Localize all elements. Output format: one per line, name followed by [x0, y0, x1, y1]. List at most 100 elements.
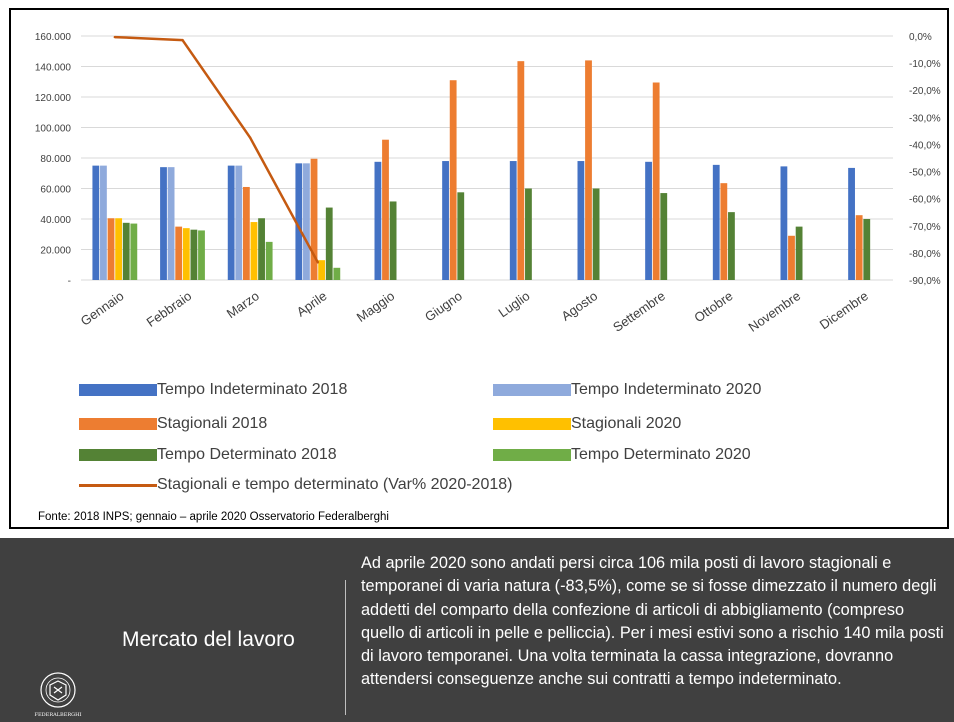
legend-swatch	[493, 449, 571, 461]
bar	[115, 218, 123, 280]
bar	[855, 215, 863, 280]
y-right-tick-label: 0,0%	[909, 32, 932, 43]
bar	[728, 212, 735, 280]
bar	[227, 165, 235, 280]
bar	[389, 201, 397, 280]
legend-swatch	[79, 384, 157, 396]
legend-item: Tempo Indeterminato 2018	[79, 381, 347, 399]
legend-item: Stagionali 2020	[493, 415, 681, 433]
bar	[645, 161, 652, 280]
x-tick-label: Agosto	[558, 288, 600, 324]
bar	[660, 193, 668, 280]
y-right-tick-label: -10,0%	[909, 59, 941, 70]
bar	[592, 188, 600, 280]
bar	[175, 226, 183, 280]
divider	[345, 580, 346, 715]
legend-label: Tempo Indeterminato 2018	[157, 381, 348, 398]
combo-chart: 160.000 140.000 120.000 100.000 80.000 60.000…	[35, 32, 941, 335]
bar	[242, 186, 250, 280]
legend-swatch	[493, 418, 571, 430]
legend-line-swatch	[79, 483, 157, 487]
y-right-tick-label: -80,0%	[909, 249, 941, 260]
bar	[318, 260, 326, 280]
federalberghi-logo: FEDERALBERGHI	[35, 672, 82, 718]
x-tick-label: Dicembre	[817, 288, 871, 332]
legend-item: Tempo Determinato 2018	[79, 446, 337, 464]
y-left-tick-label: -	[68, 276, 71, 287]
bar	[100, 165, 107, 280]
y-left-tick-label: 100.000	[35, 124, 72, 135]
bar	[577, 161, 585, 280]
x-tick-label: Gennaio	[78, 288, 127, 328]
bar	[848, 167, 855, 280]
bar	[442, 161, 449, 280]
bar	[167, 167, 175, 280]
legend-item: Stagionali e tempo determinato (Var% 202…	[79, 476, 512, 494]
bar	[585, 60, 592, 281]
legend-item: Tempo Determinato 2020	[493, 446, 751, 464]
line-point	[113, 35, 117, 39]
bar	[235, 165, 243, 280]
source-note: Fonte: 2018 INPS; gennaio – aprile 2020 …	[38, 511, 389, 523]
legend-swatch	[79, 418, 157, 430]
y-left-tick-label: 140.000	[35, 63, 72, 74]
y-right-tick-label: -50,0%	[909, 168, 941, 179]
bar	[788, 235, 795, 280]
bar	[382, 139, 389, 280]
x-tick-label: Febbraio	[144, 288, 195, 330]
bar	[198, 230, 205, 280]
x-tick-label: Ottobre	[691, 288, 735, 325]
line-point	[248, 136, 252, 139]
y-left-tick-label: 160.000	[35, 32, 72, 43]
x-tick-label: Novembre	[745, 288, 803, 335]
bar	[517, 61, 525, 280]
bar	[160, 167, 167, 280]
bar	[325, 207, 333, 280]
bar	[712, 164, 720, 280]
section-title: Mercato del lavoro	[122, 628, 295, 651]
legend-label: Tempo Determinato 2020	[571, 446, 751, 463]
bar	[182, 228, 190, 280]
legend-swatch	[79, 449, 157, 461]
bar	[720, 183, 728, 280]
y-right-tick-label: -40,0%	[909, 140, 941, 151]
y-left-tick-label: 40.000	[40, 215, 71, 226]
bar	[190, 229, 198, 280]
legend-label: Stagionali 2020	[571, 415, 682, 432]
bar	[310, 158, 318, 280]
bar	[652, 82, 660, 280]
legend-item: Tempo Indeterminato 2020	[493, 381, 761, 399]
legend-item: Stagionali 2018	[79, 415, 267, 433]
y-right-tick-label: -90,0%	[909, 276, 941, 287]
x-tick-label: Giugno	[422, 288, 465, 324]
x-tick-label: Settembre	[610, 288, 668, 335]
bar	[303, 163, 310, 280]
bar	[449, 80, 457, 280]
bar	[509, 161, 517, 280]
y-left-tick-label: 80.000	[40, 154, 71, 165]
legend-label: Stagionali e tempo determinato (Var% 202…	[157, 476, 513, 493]
bar	[780, 166, 788, 280]
bar	[863, 219, 871, 280]
x-tick-label: Aprile	[294, 288, 330, 319]
bar	[265, 241, 273, 280]
y-right-tick-label: -20,0%	[909, 86, 941, 97]
series-line	[114, 35, 319, 263]
x-tick-label: Luglio	[496, 288, 533, 320]
bar	[295, 163, 303, 280]
legend-label: Tempo Determinato 2018	[157, 446, 337, 463]
x-tick-label: Marzo	[224, 288, 262, 321]
logo-wordmark: FEDERALBERGHI	[35, 712, 82, 718]
bar	[122, 222, 130, 280]
x-tick-label: Maggio	[354, 288, 398, 325]
legend-swatch	[493, 384, 571, 396]
legend-label: Stagionali 2018	[157, 415, 268, 432]
y-left-tick-label: 20.000	[40, 246, 71, 257]
bar	[525, 188, 532, 280]
bar	[258, 218, 265, 280]
y-right-tick-label: -70,0%	[909, 222, 941, 233]
footer-panel: Mercato del lavoro Ad aprile 2020 sono a…	[0, 538, 954, 722]
bar	[107, 218, 115, 280]
y-left-tick-label: 120.000	[35, 93, 72, 104]
commentary-text: Ad aprile 2020 sono andati persi circa 1…	[361, 554, 944, 689]
